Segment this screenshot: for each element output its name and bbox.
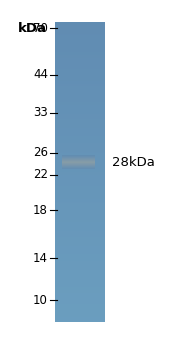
- Text: kDa: kDa: [18, 22, 47, 34]
- Text: 70: 70: [33, 22, 48, 34]
- Text: 28kDa: 28kDa: [112, 155, 155, 168]
- Text: 10: 10: [33, 294, 48, 306]
- Text: 22: 22: [33, 168, 48, 182]
- Text: 14: 14: [33, 251, 48, 265]
- Text: 33: 33: [33, 106, 48, 120]
- Text: 26: 26: [33, 147, 48, 159]
- Text: 44: 44: [33, 68, 48, 82]
- Text: 18: 18: [33, 204, 48, 216]
